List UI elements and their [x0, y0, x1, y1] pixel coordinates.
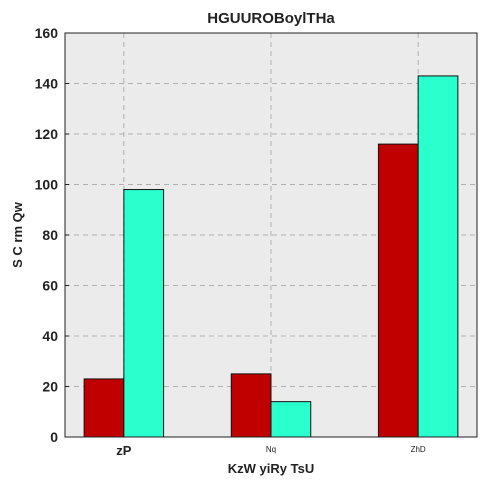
y-tick-label: 100 [35, 177, 59, 193]
x-axis-label: KzW yiRy TsU [228, 461, 314, 476]
y-axis-label: S C rm Qw [10, 201, 25, 268]
x-tick-labels: zP Nq ZhD [116, 443, 426, 458]
bar-series-2-zP [123, 189, 165, 438]
y-tick-label: 60 [42, 278, 58, 294]
x-tick-label: zP [116, 443, 132, 458]
bar-series-1-ZhD [377, 143, 419, 438]
y-tick-label: 20 [42, 379, 58, 395]
y-tick-label: 0 [50, 429, 58, 445]
bar-series-1-Nq [230, 373, 272, 438]
y-tick-label: 40 [42, 328, 58, 344]
bar-series-1-zP [83, 378, 125, 438]
x-tick-label: Nq [266, 445, 276, 454]
y-tick-label: 120 [35, 126, 59, 142]
chart-title: HGUUROBoylTHa [207, 10, 335, 27]
y-tick-label: 160 [35, 25, 59, 41]
bars [83, 75, 459, 438]
x-tick-label: ZhD [411, 445, 426, 454]
y-tick-label: 80 [42, 227, 58, 243]
bar-series-2-Nq [270, 401, 312, 438]
bar-series-2-ZhD [417, 75, 459, 438]
y-tick-label: 140 [35, 76, 59, 92]
y-tick-labels: 0 20 40 60 80 100 120 140 160 [35, 25, 69, 445]
